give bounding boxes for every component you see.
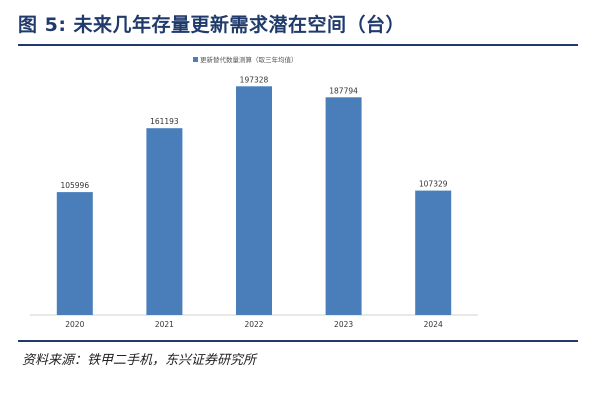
source-note: 资料来源：铁甲二手机，东兴证券研究所 [22, 353, 257, 368]
title-divider [18, 44, 578, 46]
legend-swatch [193, 57, 198, 62]
bar-2022 [236, 86, 272, 315]
bar-2024 [415, 190, 452, 315]
data-label-2022: 197328 [240, 75, 269, 84]
x-tick-2022: 2022 [244, 320, 263, 329]
data-label-2021: 161193 [150, 117, 179, 126]
chart-legend: 更新替代数量测算（取三年均值） [193, 55, 298, 64]
x-tick-2020: 2020 [65, 320, 84, 329]
bar-2021 [146, 128, 183, 315]
legend-label: 更新替代数量测算（取三年均值） [200, 55, 298, 64]
footer-divider [18, 340, 578, 342]
data-labels-group: 105996 161193 197328 187794 107329 [60, 75, 447, 190]
x-tick-labels-group: 2020 2021 2022 2023 2024 [65, 320, 443, 329]
x-tick-2021: 2021 [155, 320, 174, 329]
data-label-2024: 107329 [419, 180, 448, 189]
bar-2023 [325, 97, 362, 315]
x-tick-2024: 2024 [424, 320, 443, 329]
x-tick-2023: 2023 [334, 320, 353, 329]
data-label-2020: 105996 [60, 181, 89, 190]
figure-title: 图 5: 未来几年存量更新需求潜在空间（台） [18, 14, 406, 36]
data-label-2023: 187794 [329, 86, 358, 95]
bar-2020 [56, 192, 93, 315]
bars-group [56, 86, 452, 315]
